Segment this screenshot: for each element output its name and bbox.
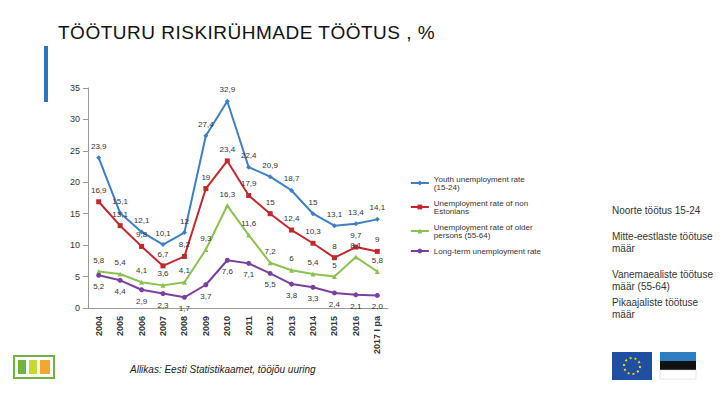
svg-text:35: 35	[70, 83, 80, 93]
svg-text:4,1: 4,1	[179, 266, 191, 275]
svg-text:18,7: 18,7	[284, 174, 300, 183]
svg-text:13,1: 13,1	[112, 210, 128, 219]
svg-text:2005: 2005	[115, 316, 125, 336]
svg-text:8: 8	[332, 242, 337, 251]
svg-text:5,8: 5,8	[93, 256, 105, 265]
svg-text:15: 15	[309, 198, 318, 207]
svg-text:Unemployment rate of older: Unemployment rate of older	[433, 222, 535, 232]
svg-text:16,3: 16,3	[219, 190, 235, 199]
svg-text:(15-24): (15-24)	[434, 183, 460, 192]
svg-text:persons (55-64): persons (55-64)	[434, 231, 491, 240]
svg-text:15,1: 15,1	[112, 197, 128, 206]
svg-text:2,0: 2,0	[372, 302, 384, 311]
svg-text:10,1: 10,1	[155, 229, 171, 238]
svg-text:30: 30	[70, 114, 80, 124]
svg-text:Unemployment rate of non: Unemployment rate of non	[433, 198, 531, 208]
svg-text:5,4: 5,4	[115, 258, 127, 267]
svg-text:4,4: 4,4	[115, 287, 127, 296]
svg-text:12: 12	[180, 217, 189, 226]
svg-text:19: 19	[201, 173, 210, 182]
svg-text:16,9: 16,9	[91, 186, 107, 195]
svg-text:2,1: 2,1	[350, 302, 362, 311]
svg-text:22,4: 22,4	[241, 151, 257, 160]
svg-text:2016: 2016	[351, 316, 361, 336]
svg-text:2012: 2012	[265, 316, 275, 336]
svg-text:5: 5	[332, 261, 337, 270]
svg-text:2009: 2009	[201, 316, 211, 336]
svg-text:2011: 2011	[244, 316, 254, 336]
svg-text:6,7: 6,7	[157, 250, 169, 259]
svg-text:2007: 2007	[158, 316, 168, 336]
html-text:Pikaajaliste töötuse määr: Pikaajaliste töötuse määr	[612, 297, 699, 320]
svg-text:13,4: 13,4	[348, 208, 364, 217]
svg-text:20,9: 20,9	[262, 161, 278, 170]
svg-text:12,1: 12,1	[134, 216, 150, 225]
svg-text:14,1: 14,1	[369, 203, 385, 212]
svg-text:17,9: 17,9	[241, 179, 257, 188]
html-text:Vanemaealiste töötuse määr (55: Vanemaealiste töötuse määr (55-64)	[612, 269, 713, 292]
svg-text:32,9: 32,9	[219, 85, 235, 94]
svg-text:2013: 2013	[287, 316, 297, 336]
svg-text:5,5: 5,5	[265, 280, 277, 289]
svg-text:12,4: 12,4	[284, 214, 300, 223]
svg-text:3,7: 3,7	[200, 292, 212, 301]
svg-text:2015: 2015	[329, 316, 339, 336]
svg-text:7,6: 7,6	[222, 267, 234, 276]
svg-text:1,7: 1,7	[179, 304, 191, 313]
svg-text:23,4: 23,4	[219, 145, 235, 154]
svg-text:23,9: 23,9	[91, 142, 107, 151]
svg-text:13,1: 13,1	[327, 210, 343, 219]
svg-text:2010: 2010	[222, 316, 232, 336]
svg-text:2,3: 2,3	[157, 301, 169, 310]
svg-text:5: 5	[75, 272, 80, 282]
svg-text:2004: 2004	[94, 316, 104, 336]
svg-text:9,8: 9,8	[136, 230, 148, 239]
svg-text:3,8: 3,8	[286, 291, 298, 300]
svg-text:9,7: 9,7	[350, 231, 362, 240]
svg-text:27,4: 27,4	[198, 120, 214, 129]
svg-text:4,1: 4,1	[136, 266, 148, 275]
html-text:TÖÖTURU RISKIRÜHMADE TÖÖTUS ,: TÖÖTURU RISKIRÜHMADE TÖÖTUS , %	[58, 22, 436, 43]
svg-text:11,6: 11,6	[241, 219, 257, 228]
svg-text:9: 9	[375, 235, 380, 244]
svg-text:15: 15	[70, 209, 80, 219]
svg-text:2,9: 2,9	[136, 297, 148, 306]
svg-text:8,1: 8,1	[350, 241, 362, 250]
svg-text:15: 15	[266, 198, 275, 207]
svg-text:25: 25	[70, 146, 80, 156]
svg-text:Estonians: Estonians	[434, 207, 469, 216]
svg-text:Youth unemployment rate: Youth unemployment rate	[433, 174, 527, 184]
html-text:Allikas: Eesti Statistikaamet,: Allikas: Eesti Statistikaamet, tööjõu uu…	[130, 364, 316, 375]
html-text:Mitte-eestlaste töötuse määr: Mitte-eestlaste töötuse määr	[612, 231, 713, 254]
html-text:Noorte töötus 15-24: Noorte töötus 15-24	[612, 205, 701, 216]
svg-text:6: 6	[289, 254, 294, 263]
svg-text:3,6: 3,6	[157, 269, 169, 278]
svg-text:3,3: 3,3	[307, 294, 319, 303]
svg-text:5,8: 5,8	[372, 256, 384, 265]
svg-text:2017 I pa: 2017 I pa	[372, 315, 382, 354]
svg-text:2014: 2014	[308, 316, 318, 336]
svg-text:5,2: 5,2	[93, 282, 105, 291]
svg-text:10,3: 10,3	[305, 227, 321, 236]
svg-text:7,1: 7,1	[243, 270, 255, 279]
svg-text:8,2: 8,2	[179, 240, 191, 249]
svg-text:0: 0	[75, 303, 80, 313]
svg-text:2,4: 2,4	[329, 300, 341, 309]
svg-text:7,2: 7,2	[265, 247, 277, 256]
svg-text:Long-term unemployment rate: Long-term unemployment rate	[434, 247, 542, 256]
svg-text:20: 20	[70, 177, 80, 187]
svg-text:10: 10	[70, 240, 80, 250]
svg-text:2006: 2006	[137, 316, 147, 336]
svg-text:5,4: 5,4	[307, 258, 319, 267]
svg-text:9,3: 9,3	[200, 234, 212, 243]
svg-text:2008: 2008	[179, 316, 189, 336]
